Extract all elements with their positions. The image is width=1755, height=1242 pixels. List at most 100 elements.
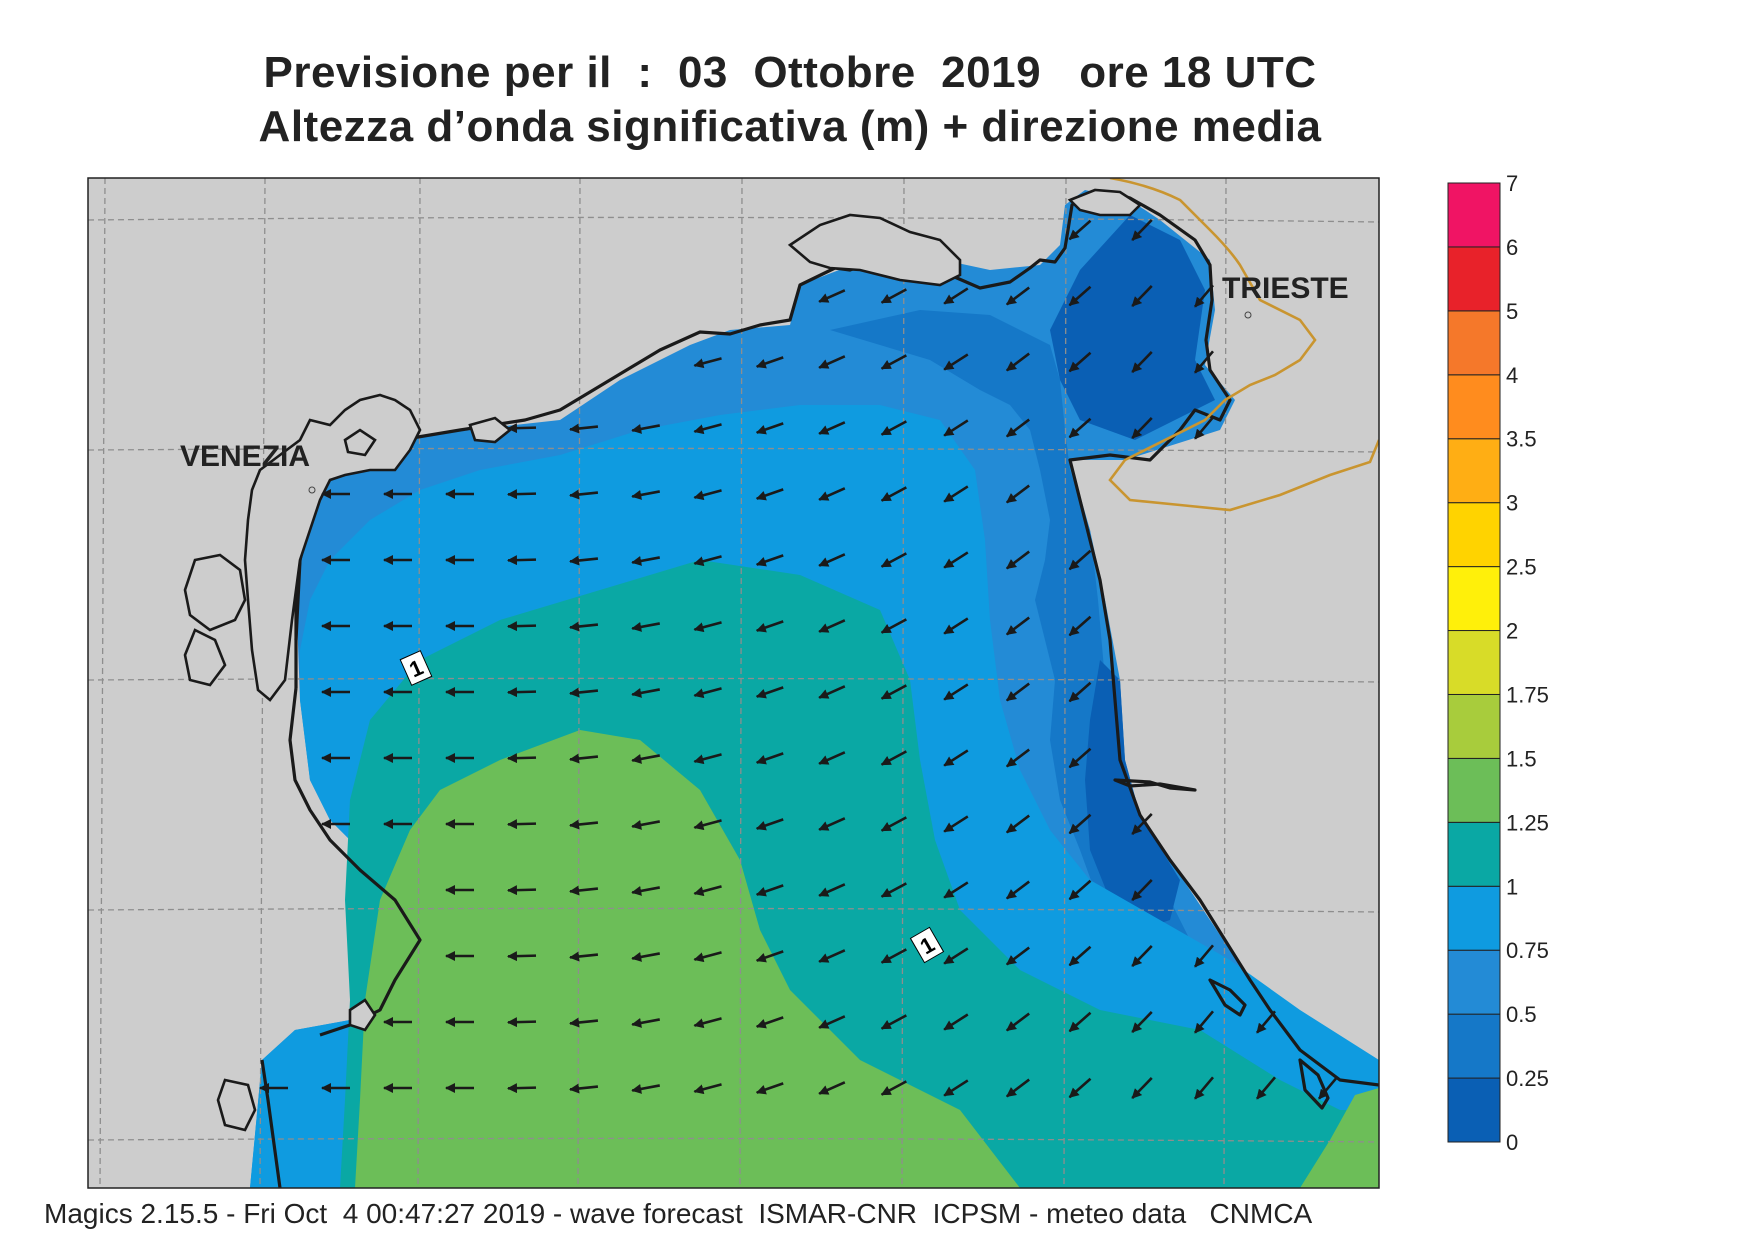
colorbar-tick-label: 2: [1506, 619, 1518, 644]
wave-direction-arrow-icon: [943, 617, 969, 635]
wave-direction-arrow-icon: [1068, 351, 1092, 373]
contour-band-1.25: [355, 730, 1020, 1188]
colorbar-tick-label: 6: [1506, 235, 1518, 260]
wave-direction-arrow-icon: [1131, 351, 1153, 373]
wave-direction-arrow-icon: [507, 819, 537, 830]
wave-direction-arrow-icon: [1068, 615, 1092, 637]
wave-direction-arrow-icon: [631, 1017, 661, 1028]
colorbar-swatch: [1447, 949, 1501, 1015]
wave-direction-arrow-icon: [1006, 814, 1030, 834]
wave-direction-arrow-icon: [1131, 945, 1153, 967]
wave-direction-arrow-icon: [880, 882, 907, 898]
wave-direction-arrow-icon: [569, 951, 599, 962]
lagoon-shapes: [183, 188, 1143, 1132]
wave-direction-arrow-icon: [693, 423, 722, 435]
wave-direction-arrow-icon: [693, 489, 722, 501]
trieste-marker-icon: [1244, 311, 1252, 319]
venezia-marker-icon: [308, 486, 316, 494]
wave-direction-arrow-icon: [943, 1079, 969, 1097]
wave-direction-arrow-icon: [507, 1017, 537, 1028]
wave-direction-arrow-icon: [631, 885, 661, 896]
wave-direction-arrow-icon: [818, 487, 846, 501]
wave-direction-arrow-icon: [631, 687, 661, 698]
wave-direction-arrow-icon: [1131, 219, 1153, 241]
wave-direction-arrow-icon: [755, 356, 784, 369]
colorbar-swatch: [1447, 757, 1501, 823]
wave-direction-arrow-icon: [755, 620, 784, 633]
wave-direction-arrow-icon: [569, 1083, 599, 1094]
colorbar-tick-label: 0.25: [1506, 1066, 1549, 1091]
wave-direction-arrow-icon: [693, 687, 722, 699]
wave-direction-arrow-icon: [1068, 1011, 1092, 1033]
wave-direction-arrow-icon: [693, 555, 722, 567]
wave-direction-arrow-icon: [1006, 748, 1030, 768]
wave-direction-arrow-icon: [943, 749, 969, 767]
wave-direction-arrow-icon: [1194, 944, 1214, 968]
wave-direction-arrow-icon: [1006, 1078, 1030, 1098]
colorbar-swatch: [1447, 885, 1501, 951]
colorbar-swatch: [1447, 566, 1501, 632]
contour-band-0: [1050, 215, 1215, 440]
wave-direction-arrow-icon: [880, 684, 907, 700]
wave-direction-arrow-icon: [1006, 352, 1030, 372]
wave-direction-arrow-icon: [1318, 1076, 1338, 1100]
contour-label: 1: [399, 650, 433, 686]
wave-direction-arrow-icon: [1006, 946, 1030, 966]
wave-direction-arrow-icon: [1194, 350, 1214, 374]
wave-direction-arrow-icon: [818, 289, 846, 303]
map-title: Previsione per il : 03 Ottobre 2019 ore …: [263, 48, 1317, 97]
wave-direction-arrow-icon: [631, 621, 661, 632]
colorbar-tick-label: 0: [1506, 1130, 1518, 1155]
wave-direction-arrow-icon: [569, 489, 599, 500]
colorbar-tick-label: 0.5: [1506, 1002, 1537, 1027]
wave-direction-arrow-icon: [1131, 1077, 1153, 1099]
wave-direction-arrow-icon: [818, 949, 846, 963]
wave-direction-arrow-icon: [693, 1083, 722, 1095]
map-frame: [87, 177, 1380, 1189]
place-label-trieste: TRIESTE: [1222, 272, 1349, 305]
wave-direction-arrow-icon: [1006, 880, 1030, 900]
wave-direction-arrow-icon: [943, 287, 969, 305]
wave-direction-arrow-icon: [693, 357, 722, 369]
colorbar-tick-label: 3: [1506, 491, 1518, 516]
wave-direction-arrow-icon: [693, 1017, 722, 1029]
wave-direction-arrow-icon: [880, 750, 907, 766]
colorbar-swatch: [1447, 502, 1501, 568]
wave-direction-arrow-icon: [507, 621, 537, 632]
colorbar-swatch: [1447, 182, 1501, 248]
colorbar-legend: 0 0.25 0.5 0.75 1 1.25 1.5 1.75 2 2.5 3 3.5 4 5 6 7: [1447, 171, 1549, 1155]
wave-direction-arrow-icon: [1068, 219, 1092, 241]
wave-direction-arrow-icon: [943, 815, 969, 833]
wave-direction-arrow-icon: [507, 687, 537, 698]
colorbar-tick-label: 3.5: [1506, 427, 1537, 452]
wave-direction-arrow-icon: [1131, 417, 1153, 439]
wave-direction-arrow-icon: [631, 753, 661, 764]
wave-direction-arrow-icon: [1194, 284, 1214, 308]
wave-direction-arrow-icon: [1131, 285, 1153, 307]
wave-direction-arrow-icon: [818, 883, 846, 897]
wave-direction-arrow-icon: [631, 423, 661, 434]
colorbar-tick-label: 1.25: [1506, 810, 1549, 835]
wave-direction-arrow-icon: [818, 619, 846, 633]
wave-direction-arrow-icon: [1068, 747, 1092, 769]
wave-direction-arrow-icon: [755, 686, 784, 699]
colorbar-swatch: [1447, 310, 1501, 376]
place-label-venezia: VENEZIA: [180, 440, 310, 473]
wave-direction-arrow-icon: [569, 753, 599, 764]
colorbar-swatch: [1447, 246, 1501, 312]
colorbar-tick-label: 7: [1506, 171, 1518, 196]
contour-band-1.25: [1300, 1088, 1379, 1188]
wave-direction-arrow-icon: [507, 885, 537, 896]
colorbar-swatch: [1447, 374, 1501, 440]
map-subtitle: Altezza d’onda significativa (m) + direz…: [258, 102, 1322, 151]
footer-credits: Magics 2.15.5 - Fri Oct 4 00:47:27 2019 …: [44, 1198, 1313, 1229]
colorbar-swatch: [1447, 693, 1501, 759]
wave-direction-arrow-icon: [1006, 484, 1030, 504]
wave-direction-arrow-icon: [1068, 549, 1092, 571]
wave-direction-arrow-icon: [1131, 813, 1153, 835]
wave-direction-arrow-icon: [1006, 616, 1030, 636]
wave-direction-arrow-icon: [631, 951, 661, 962]
wave-direction-arrow-icon: [880, 420, 907, 436]
wave-direction-arrow-icon: [507, 1083, 537, 1094]
country-border: [1108, 178, 1379, 512]
